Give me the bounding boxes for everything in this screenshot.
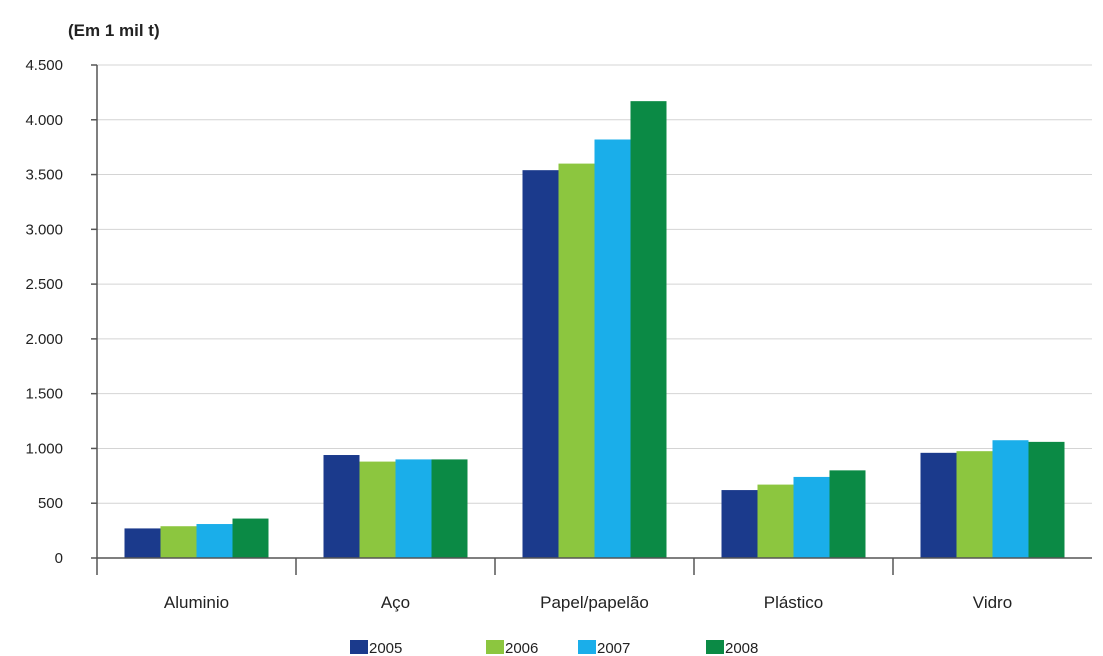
y-tick-label: 4.500 — [25, 57, 63, 74]
bar — [323, 455, 360, 558]
bar — [160, 526, 197, 558]
legend-swatch — [578, 640, 596, 654]
bar — [630, 101, 667, 559]
legend-label: 2007 — [597, 640, 630, 656]
bar — [124, 528, 161, 558]
bar — [721, 490, 758, 558]
y-tick-label: 2.000 — [25, 331, 63, 348]
bar — [829, 470, 866, 558]
bar — [793, 476, 830, 558]
legend-swatch — [350, 640, 368, 654]
bar — [522, 170, 559, 558]
bar — [757, 484, 794, 558]
category-label: Aluminio — [164, 593, 229, 612]
legend-swatch — [706, 640, 724, 654]
legend-swatch — [486, 640, 504, 654]
legend-label: 2005 — [369, 640, 402, 656]
bar — [232, 518, 269, 558]
legend: 2005 2006 2007 2008 — [350, 640, 758, 656]
bar — [920, 452, 957, 558]
bar — [956, 451, 993, 558]
y-tick-label: 500 — [38, 495, 63, 512]
category-label: Vidro — [973, 593, 1012, 612]
bar — [359, 461, 396, 558]
category-labels: Aluminio Aço Papel/papelão Plástico Vidro — [164, 593, 1012, 612]
legend-label: 2008 — [725, 640, 758, 656]
y-tick-label: 3.500 — [25, 167, 63, 184]
axes — [96, 65, 1092, 575]
legend-label: 2006 — [505, 640, 538, 656]
bar — [196, 524, 233, 558]
y-tick-label: 2.500 — [25, 276, 63, 293]
y-tick-label: 1.500 — [25, 386, 63, 403]
bar — [594, 139, 631, 558]
bar — [1028, 441, 1065, 558]
category-label: Papel/papelão — [540, 593, 649, 612]
bar — [395, 459, 432, 558]
y-tick-label: 0 — [55, 550, 63, 567]
bar — [992, 440, 1029, 558]
unit-label: (Em 1 mil t) — [68, 21, 160, 40]
y-tick-labels: 0 500 1.000 1.500 2.000 2.500 3.000 3.500 4.000 4… — [25, 57, 97, 567]
bar — [558, 163, 595, 558]
y-tick-label: 3.000 — [25, 221, 63, 238]
y-tick-label: 1.000 — [25, 440, 63, 457]
category-label: Aço — [381, 593, 410, 612]
bars — [124, 101, 1065, 559]
y-tick-label: 4.000 — [25, 112, 63, 129]
category-label: Plástico — [764, 593, 824, 612]
bar — [431, 459, 468, 558]
